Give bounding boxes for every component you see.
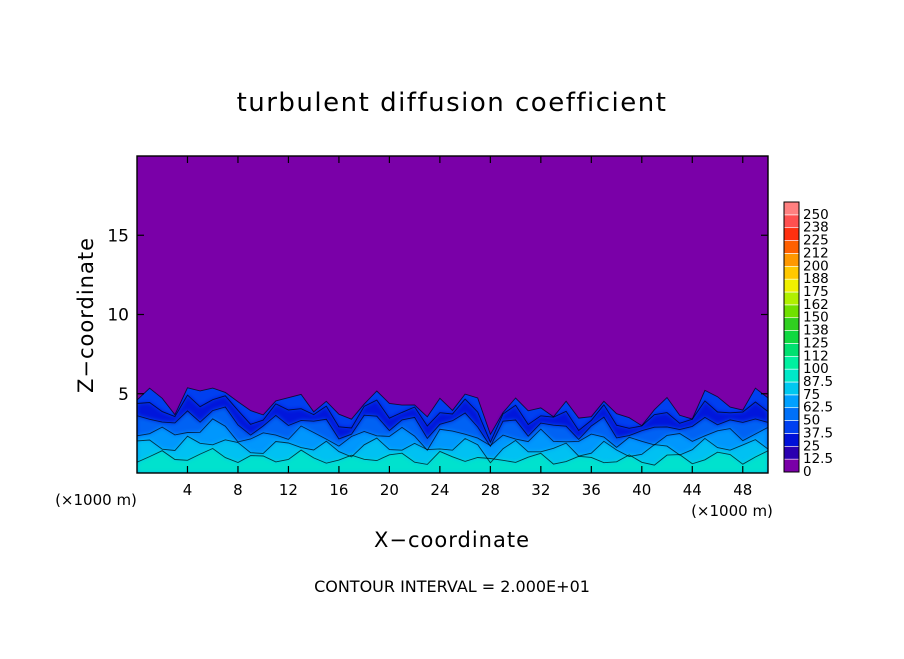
colorbar-label: 200 [803,258,829,274]
colorbar-swatch [783,201,800,216]
colorbar-swatch [783,343,800,357]
x-tick-label: 32 [531,481,550,499]
colorbar-label: 150 [803,310,829,326]
field-band [137,448,768,473]
x-axis-ticks: 4 8 12 16 20 24 28 32 36 40 44 48 [183,156,752,499]
colorbar-swatch [783,227,800,241]
y-tick-label: 15 [107,226,129,246]
y-tick-label: 10 [107,306,129,326]
x-tick-label: 12 [279,481,298,499]
colorbar-swatch [783,381,800,396]
colorbar-swatch [783,433,800,447]
colorbar-label: 188 [803,271,829,287]
x-tick-label: 28 [481,481,500,499]
x-unit-right-label: (×1000 m) [691,502,773,520]
colorbar-swatch [783,407,800,421]
x-tick-label: 36 [582,481,601,499]
colorbar-frame [783,201,800,473]
y-axis-ticks: 5 10 15 [107,226,768,405]
colorbar-swatch [783,253,800,267]
colorbar-swatch [783,317,800,331]
colorbar-label: 250 [803,207,829,223]
colorbar-label: 225 [803,233,829,249]
chart-title: turbulent diffusion coefficient [237,88,668,118]
colorbar-label: 112 [803,348,829,364]
contour-line [137,447,768,473]
y-axis-label: Z−coordinate [74,237,98,393]
contour-line [137,387,768,473]
colorbar: 012.52537.55062.57587.510011212513815016… [783,201,833,480]
contour-line [137,406,768,473]
colorbar-label: 75 [803,387,820,403]
colorbar-swatch [783,291,800,306]
x-tick-label: 8 [233,481,243,499]
x-tick-label: 16 [329,481,348,499]
colorbar-label: 212 [803,245,829,261]
colorbar-label: 37.5 [803,425,833,441]
colorbar-swatch [783,420,800,434]
x-unit-left-label: (×1000 m) [55,491,137,509]
boundary-layer-field [137,387,768,473]
colorbar-label: 175 [803,284,829,300]
colorbar-label: 100 [803,361,829,377]
contour-line [137,435,768,473]
colorbar-label: 125 [803,335,829,351]
colorbar-swatch [783,355,800,370]
x-tick-label: 48 [733,481,752,499]
contour-interval-label: CONTOUR INTERVAL = 2.000E+01 [314,577,590,596]
x-tick-label: 44 [683,481,702,499]
colorbar-swatch [783,458,800,473]
colorbar-swatch [783,445,800,460]
x-tick-label: 20 [380,481,399,499]
colorbar-swatch [783,278,800,293]
colorbar-label: 138 [803,323,829,339]
x-tick-label: 4 [183,481,193,499]
x-tick-label: 40 [632,481,651,499]
colorbar-label: 87.5 [803,374,833,390]
colorbar-swatch [783,265,800,280]
contour-line [137,394,768,473]
colorbar-swatch [783,368,800,383]
colorbar-label: 238 [803,220,829,236]
colorbar-label: 62.5 [803,400,833,416]
colorbar-swatch [783,214,800,229]
colorbar-label: 25 [803,438,820,454]
y-tick-label: 5 [118,385,129,405]
colorbar-label: 162 [803,297,829,313]
colorbar-swatch [783,240,800,254]
x-axis-label: X−coordinate [374,528,530,552]
colorbar-label: 0 [803,464,812,480]
colorbar-swatch [783,330,800,344]
colorbar-label: 50 [803,413,820,429]
colorbar-label: 12.5 [803,451,833,467]
contour-line [137,418,768,473]
x-tick-label: 24 [430,481,449,499]
colorbar-swatch [783,304,800,319]
colorbar-swatch [783,394,800,409]
